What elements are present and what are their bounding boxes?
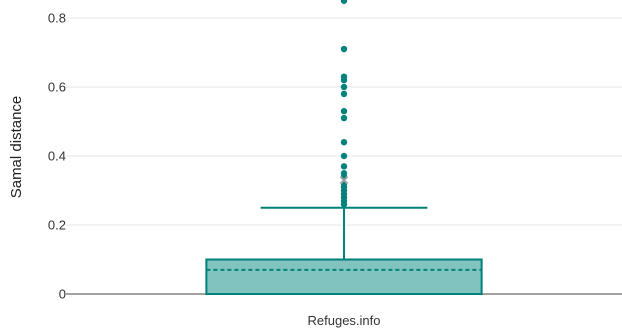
category-labels: Refuges.info bbox=[308, 313, 381, 328]
outlier-point bbox=[340, 73, 348, 80]
box-group bbox=[205, 0, 483, 295]
mean-marker bbox=[339, 175, 349, 185]
mean-marker-stroke bbox=[339, 175, 349, 185]
outlier-point bbox=[340, 45, 348, 53]
outlier-point bbox=[340, 0, 348, 4]
box-iqr bbox=[205, 258, 483, 295]
outlier-point bbox=[340, 139, 348, 146]
outlier-point bbox=[340, 83, 348, 91]
outlier-point bbox=[340, 114, 348, 122]
boxes bbox=[205, 0, 483, 295]
outlier-point bbox=[340, 170, 348, 177]
y-tick-label: 0.2 bbox=[48, 218, 66, 233]
outlier-point bbox=[340, 163, 348, 170]
y-axis-ticks: 0 0.2 0.4 0.6 0.8 bbox=[48, 11, 66, 302]
y-axis-title: Samal distance bbox=[8, 96, 25, 199]
y-tick-label: 0.8 bbox=[48, 11, 66, 26]
y-tick-label: 0 bbox=[59, 287, 66, 302]
outlier-point bbox=[340, 152, 348, 160]
y-tick-label: 0.4 bbox=[48, 149, 66, 164]
outlier-point bbox=[340, 90, 348, 98]
category-label: Refuges.info bbox=[308, 313, 381, 328]
y-tick-label: 0.6 bbox=[48, 80, 66, 95]
outlier-point bbox=[340, 107, 348, 115]
